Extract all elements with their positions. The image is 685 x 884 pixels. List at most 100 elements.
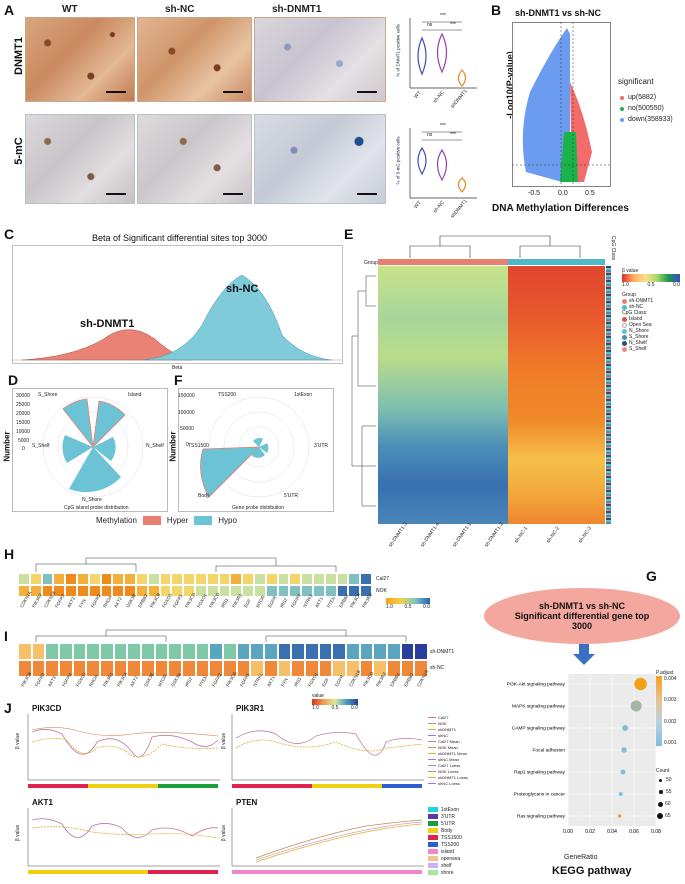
line-legend-label: NOK Mean — [438, 744, 458, 750]
heatmap-h-dendrogram — [35, 557, 337, 572]
row-label-dnmt1: DNMT1 — [13, 37, 25, 75]
kegg-ellipse: sh-DNMT1 vs sh-NC Significant differenti… — [484, 588, 680, 644]
heatmap-h-cell — [183, 573, 195, 585]
jplot-title-pik3cd: PIK3CD — [32, 704, 62, 713]
cpg-swatch — [622, 340, 627, 346]
group-item: sh-DNMT1 — [629, 298, 654, 304]
padj-tick: 0.003 — [664, 697, 677, 704]
heatmap-e-sample-labels: sh-DNMT1-3 sh-DNMT1-4 sh-DNMT1-1 sh-DNMT… — [378, 522, 605, 558]
heatmap-e-legend: β value 1.0 0.5 0.0 Group sh-DNMT1 sh-NC… — [622, 268, 682, 352]
heatmap-h-cell — [183, 585, 195, 597]
cpg-item: Open Sea — [629, 322, 652, 328]
sig-label-a2: ns — [427, 22, 433, 28]
heatmap-i-cell — [359, 643, 374, 660]
line-legend-label: Cal27 Loess — [438, 762, 461, 768]
heatmap-i-cell — [305, 660, 319, 677]
ihc-image-dnmt1-shdnmt1 — [254, 17, 386, 102]
region-legend-swatch — [428, 849, 438, 854]
heatmap-h-cell — [53, 573, 66, 585]
heatmap-h-gene-label: AKT2 — [113, 596, 124, 609]
line-legend-swatch — [428, 770, 436, 772]
heatmap-h-cell — [336, 573, 349, 585]
jplot-line-legend: Cal27 NOK shDNMT1 shNC Cal27 Mean NOK Mean shD… — [428, 714, 470, 786]
kegg-pathway-label: PI3K-Akt signaling pathway — [507, 682, 566, 688]
region-legend-swatch — [428, 856, 438, 861]
jplot-ylabel-4: β value — [221, 824, 228, 842]
jplot-pik3r1 — [231, 714, 424, 788]
heatmap-i-cell — [236, 643, 251, 660]
heatmap-i-cell — [182, 643, 196, 660]
polar-f-cat-1stexon: 1stExon — [294, 392, 313, 398]
kegg-ellipse-sub: Significant differential gene top 3000 — [514, 611, 650, 631]
heatmap-i-scale-label: value — [312, 693, 324, 699]
heatmap-i-gene-label: AKT1 — [266, 675, 276, 688]
padj-tick: 0.001 — [664, 739, 677, 746]
volcano-plot — [512, 22, 611, 187]
heatmap-h-cell — [112, 573, 125, 585]
cpg-item: N_Shore — [629, 328, 649, 334]
jplot-ylabel-3: β value — [15, 824, 22, 842]
heatmap-h-cell — [171, 585, 184, 597]
sig-label-a5: ns — [427, 132, 433, 138]
heatmap-h-gene-label: PTEN — [325, 595, 337, 609]
hypo-label: Hypo — [218, 516, 237, 525]
heatmap-h-cell — [195, 585, 207, 597]
ihc-image-5mc-shnc — [137, 114, 252, 204]
kegg-xlabel: GeneRatio — [564, 854, 598, 861]
cpg-swatch — [622, 346, 627, 352]
heatmap-h-row-nok: NOK — [376, 588, 387, 594]
polar-d-caption: CpG island probe distribution — [64, 505, 129, 511]
violin-ylabel-bottom: % of 5-mC positive cells — [395, 136, 401, 185]
sig-label-a1: *** — [440, 13, 446, 19]
heatmap-h-cell — [360, 573, 372, 585]
line-legend-label: shDNMT1 — [438, 726, 457, 732]
kegg-dot — [617, 814, 622, 818]
heatmap-h-cell — [147, 585, 160, 597]
methylation-legend-title: Methylation — [96, 516, 137, 525]
heatmap-i-cell — [168, 643, 182, 660]
heatmap-e-cpg-label: CpG Class — [610, 235, 617, 261]
region-legend-label: Body — [441, 827, 453, 834]
kegg-pathway-label: Proteoglycans in cancer — [514, 792, 566, 798]
count-tick: 55 — [666, 789, 672, 795]
heatmap-e-group-bar — [378, 259, 605, 265]
heatmap-h-cell — [147, 573, 160, 585]
panel-label-j: J — [4, 700, 12, 716]
heatmap-h-cell — [324, 573, 337, 585]
heatmap-h-scale-tick: 0.5 — [404, 604, 412, 610]
line-legend-swatch — [428, 722, 436, 724]
heatmap-i-cell — [100, 660, 114, 677]
region-legend-swatch — [428, 821, 438, 826]
volcano-xtick-1: -0.5 — [528, 190, 541, 197]
kegg-dot — [621, 747, 627, 753]
region-legend-swatch — [428, 863, 438, 868]
heatmap-h-gene-label: IRS1 — [219, 597, 229, 609]
polar-chart-d — [12, 388, 168, 512]
polar-f-cat-body: Body — [198, 493, 210, 499]
heatmap-i-cell — [182, 660, 196, 677]
heatmap-h-gene-labels: CDKN1A PIK3R2 CDKN1B FGFR3 AKT3 FYN FGFR2 RHOA A… — [18, 590, 373, 622]
heatmap-i-grid — [18, 643, 428, 677]
region-legend-label: shore — [441, 869, 454, 876]
heatmap-h-cell — [171, 573, 184, 585]
panel-label-f: F — [174, 372, 183, 388]
region-legend-swatch — [428, 814, 438, 819]
region-legend-swatch — [428, 807, 438, 812]
heatmap-i-cell — [332, 643, 346, 660]
kegg-arrow — [573, 644, 595, 665]
heatmap-i-scale: value 1.0 0.5 0.0 — [312, 693, 358, 711]
group-legend-title: Group — [622, 292, 636, 298]
kegg-dot — [622, 725, 629, 731]
heatmap-i-cell — [346, 660, 360, 677]
heatmap-i-cell — [236, 660, 251, 677]
heatmap-h-cell — [159, 573, 172, 585]
heatmap-h-row-cal27: Cal27 — [376, 576, 390, 582]
heatmap-h-cell — [88, 573, 101, 585]
group-swatch — [622, 298, 627, 304]
density-title: Beta of Significant differential sites t… — [92, 233, 267, 243]
heatmap-h-cell — [77, 573, 89, 585]
line-legend-swatch — [428, 746, 436, 748]
heatmap-h-cell — [230, 585, 243, 597]
heatmap-i-scale-tick: 0.0 — [351, 705, 358, 711]
density-xlabel: Beta — [172, 365, 183, 371]
